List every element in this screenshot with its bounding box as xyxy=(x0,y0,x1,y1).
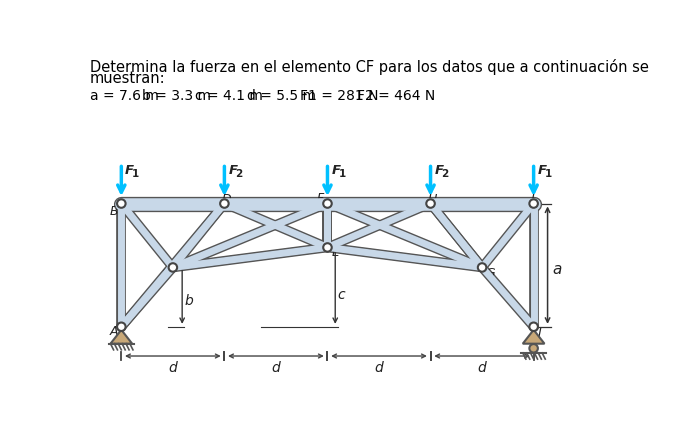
Text: b: b xyxy=(184,294,193,308)
Text: C: C xyxy=(162,267,170,280)
Circle shape xyxy=(169,263,177,272)
Text: I: I xyxy=(538,327,541,340)
Text: E: E xyxy=(331,246,339,259)
Text: F: F xyxy=(228,164,238,177)
Circle shape xyxy=(530,344,538,352)
Text: F: F xyxy=(538,164,546,177)
Text: F: F xyxy=(316,192,324,205)
Text: b = 3.3 m: b = 3.3 m xyxy=(142,89,211,103)
Text: c = 4.1 m: c = 4.1 m xyxy=(194,89,262,103)
Circle shape xyxy=(117,323,126,331)
Circle shape xyxy=(117,199,126,208)
Text: c: c xyxy=(338,288,345,302)
Text: F: F xyxy=(125,164,134,177)
Text: F1 = 281 N: F1 = 281 N xyxy=(299,89,378,103)
Text: d = 5.5 m: d = 5.5 m xyxy=(247,89,316,103)
Text: a: a xyxy=(553,262,561,276)
Text: J: J xyxy=(530,193,534,206)
Text: Determina la fuerza en el elemento CF para los datos que a continuación se: Determina la fuerza en el elemento CF pa… xyxy=(90,59,648,75)
Text: F: F xyxy=(435,164,444,177)
Text: B: B xyxy=(110,205,118,218)
Text: A: A xyxy=(110,325,118,338)
Text: 1: 1 xyxy=(339,169,345,179)
Circle shape xyxy=(323,199,332,208)
Text: H: H xyxy=(427,193,437,206)
Text: 1: 1 xyxy=(132,169,139,179)
Circle shape xyxy=(426,199,435,208)
Polygon shape xyxy=(110,330,132,344)
Text: d: d xyxy=(375,360,384,375)
Text: 1: 1 xyxy=(544,169,552,179)
Circle shape xyxy=(530,199,538,208)
Text: 2: 2 xyxy=(441,169,449,179)
Polygon shape xyxy=(523,330,544,344)
Text: G: G xyxy=(485,267,495,280)
Text: d: d xyxy=(272,360,281,375)
Text: a = 7.6 m: a = 7.6 m xyxy=(90,89,158,103)
Text: F: F xyxy=(331,164,341,177)
Text: F2 = 464 N: F2 = 464 N xyxy=(357,89,435,103)
Text: d: d xyxy=(168,360,177,375)
Circle shape xyxy=(220,199,229,208)
Text: d: d xyxy=(478,360,487,375)
Text: 2: 2 xyxy=(236,169,242,179)
Text: muestran:: muestran: xyxy=(90,71,165,86)
Text: D: D xyxy=(221,193,231,206)
Circle shape xyxy=(478,263,487,272)
Circle shape xyxy=(323,243,332,252)
Circle shape xyxy=(530,323,538,331)
